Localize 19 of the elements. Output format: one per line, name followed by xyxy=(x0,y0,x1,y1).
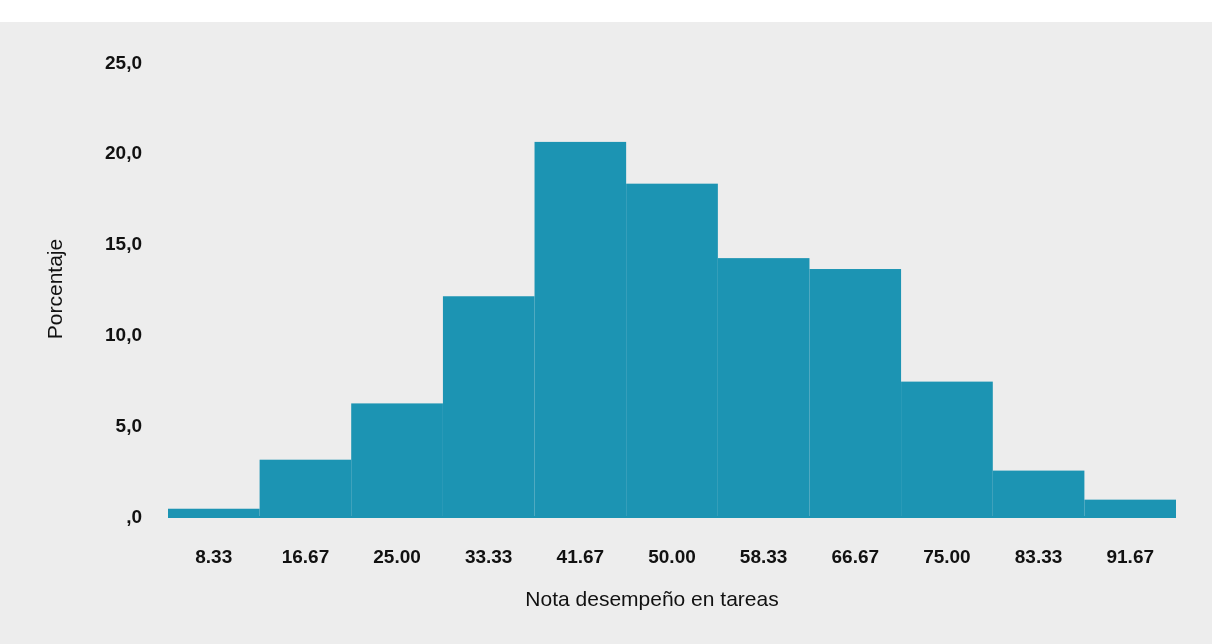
y-tick-label: 25,0 xyxy=(105,51,142,73)
x-tick-label: 66.67 xyxy=(831,545,880,567)
x-tick-label: 58.33 xyxy=(739,545,788,567)
x-tick-label: 75.00 xyxy=(923,545,971,567)
x-axis-title: Nota desempeño en tareas xyxy=(525,587,779,610)
y-tick-label: 20,0 xyxy=(105,142,142,164)
x-tick-label: 41.67 xyxy=(556,545,605,567)
y-tick-label: 5,0 xyxy=(115,414,142,436)
x-tick-label: 25.00 xyxy=(373,545,421,567)
x-tick-label: 91.67 xyxy=(1106,545,1155,567)
y-tick-label: 10,0 xyxy=(105,324,142,346)
y-axis-title: Porcentaje xyxy=(43,238,66,340)
x-tick-label: 8.33 xyxy=(195,545,233,567)
y-tick-label: 15,0 xyxy=(105,233,142,255)
x-tick-label: 50.00 xyxy=(648,545,696,567)
x-tick-label: 33.33 xyxy=(464,545,513,567)
y-tick-label: ,0 xyxy=(126,505,142,527)
x-tick-label: 16.67 xyxy=(281,545,330,567)
x-tick-label: 83.33 xyxy=(1014,545,1063,567)
